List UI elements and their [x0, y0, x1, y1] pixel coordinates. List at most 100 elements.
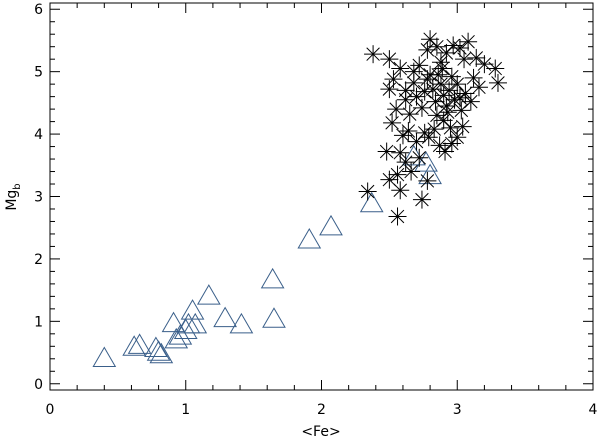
asterisk-stroke [398, 83, 413, 98]
y-axis-title-subscript: b [12, 183, 23, 189]
asterisk-stroke [420, 174, 435, 188]
asterisk-stroke [434, 77, 448, 91]
asterisk-stroke [420, 43, 435, 57]
asterisk-stroke [409, 89, 424, 104]
asterisk-marker [433, 59, 452, 78]
y-tick-label: 5 [34, 65, 43, 81]
y-tick-label: 0 [34, 377, 43, 393]
asterisk-stroke [450, 77, 465, 91]
triangle-marker [149, 342, 174, 364]
y-axis-title: Mgb [4, 183, 23, 210]
triangle-marker [229, 312, 254, 334]
asterisk-marker [383, 113, 402, 132]
asterisk-stroke [360, 184, 375, 199]
asterisk-marker [404, 62, 423, 81]
asterisk-stroke [445, 136, 459, 151]
asterisk-marker [380, 170, 399, 189]
asterisk-marker [412, 98, 431, 117]
asterisk-stroke [393, 183, 407, 198]
asterisk-stroke [382, 52, 397, 66]
asterisk-stroke [366, 47, 380, 61]
asterisk-marker [410, 148, 429, 167]
triangle-marker [127, 333, 152, 354]
y-tick-label: 4 [34, 127, 43, 143]
triangle-marker [196, 284, 221, 305]
triangle-marker [146, 340, 171, 361]
asterisk-stroke [469, 51, 484, 65]
asterisk-stroke [385, 116, 399, 130]
asterisk-stroke [393, 146, 407, 160]
asterisk-marker [442, 134, 461, 153]
y-tick-label: 3 [34, 190, 43, 206]
asterisk-stroke [390, 167, 405, 182]
asterisk-stroke [445, 69, 459, 84]
asterisk-marker [459, 32, 478, 51]
asterisk-marker [438, 103, 457, 122]
asterisk-stroke [427, 122, 441, 136]
asterisk-marker [442, 67, 461, 86]
triangle-marker [122, 335, 147, 356]
asterisk-marker [396, 81, 415, 100]
asterisk-marker [441, 118, 460, 137]
asterisk-marker [387, 100, 406, 119]
asterisk-marker [461, 92, 480, 111]
asterisk-marker [391, 143, 410, 162]
asterisk-stroke [443, 121, 458, 135]
asterisk-marker [419, 128, 438, 147]
asterisk-stroke [398, 155, 413, 169]
tick-labels: 0 1 2 3 4 0 1 2 3 4 5 6 [34, 2, 597, 418]
asterisk-marker [391, 59, 410, 78]
asterisk-stroke [466, 71, 481, 85]
asterisk-stroke [430, 108, 444, 123]
asterisk-stroke [442, 83, 456, 98]
asterisk-marker [448, 75, 467, 94]
asterisk-stroke [415, 101, 429, 115]
asterisk-stroke [450, 130, 465, 144]
triangle-marker [297, 227, 322, 249]
asterisk-stroke [423, 32, 437, 46]
asterisk-stroke [477, 57, 492, 71]
asterisk-marker [396, 153, 415, 172]
asterisk-stroke [393, 61, 407, 76]
triangle-marker [92, 346, 117, 368]
asterisk-stroke [415, 192, 429, 207]
triangle-marker [319, 214, 343, 236]
y-tick-label: 2 [34, 252, 43, 268]
asterisk-stroke [464, 94, 478, 109]
asterisk-marker [399, 121, 418, 140]
asterisk-marker [391, 181, 410, 200]
asterisk-stroke [454, 103, 469, 118]
x-tick-label: 1 [181, 402, 190, 418]
x-tick-label: 0 [46, 402, 55, 418]
asterisk-marker [425, 120, 444, 139]
axis-ticks [49, 3, 594, 390]
asterisk-stroke [461, 34, 475, 49]
asterisk-marker [407, 87, 426, 106]
y-tick-label: 1 [34, 314, 43, 330]
y-tick-label: 6 [34, 2, 43, 18]
asterisk-marker [412, 190, 431, 209]
asterisk-marker [380, 80, 399, 99]
asterisk-marker [427, 37, 446, 56]
data-markers [92, 30, 507, 368]
asterisk-stroke [453, 41, 467, 55]
asterisk-stroke [447, 92, 462, 107]
asterisk-marker [423, 80, 442, 99]
asterisk-marker [364, 45, 383, 64]
asterisk-marker [469, 78, 488, 97]
asterisk-marker [464, 68, 483, 87]
triangle-marker [180, 299, 205, 320]
asterisk-marker [388, 165, 407, 184]
asterisk-marker [444, 36, 463, 55]
asterisk-stroke [407, 64, 421, 79]
asterisk-stroke [440, 105, 455, 119]
triangle-marker [161, 311, 186, 333]
x-axis-title: <Fe> [301, 424, 340, 440]
asterisk-stroke [412, 151, 426, 165]
asterisk-stroke [491, 76, 505, 90]
asterisk-marker [402, 162, 421, 181]
asterisk-marker [452, 101, 471, 120]
asterisk-stroke [434, 55, 448, 70]
triangle-marker [260, 267, 285, 289]
asterisk-marker [455, 50, 474, 69]
